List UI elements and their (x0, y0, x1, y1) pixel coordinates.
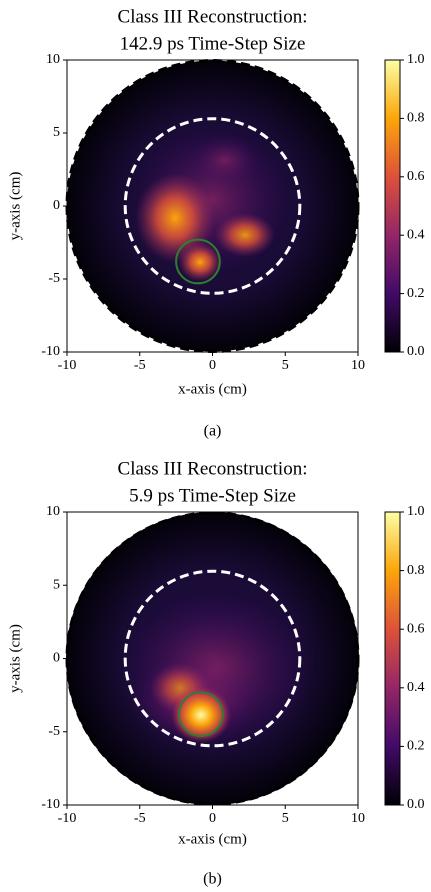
colorbar-tick-label: 0.0 (407, 797, 425, 812)
y-tick-label: -10 (41, 797, 60, 812)
x-tick-label: 0 (209, 811, 216, 826)
colorbar-tick-label: 0.8 (407, 563, 425, 578)
colorbar-tick-label: 0.4 (407, 680, 425, 695)
x-tick-label: 5 (282, 811, 289, 826)
caption: (a) (204, 423, 222, 440)
y-tick-label: -5 (48, 271, 60, 286)
colorbar-tick-label: 0.4 (407, 227, 425, 242)
colorbar-tick-label: 0.2 (407, 739, 425, 754)
chart-title: 142.9 ps Time-Step Size (120, 33, 306, 54)
x-tick-label: -5 (134, 811, 146, 826)
colorbar-tick-label: 0.6 (407, 169, 425, 184)
overlay-circle (123, 117, 302, 295)
x-tick-label: 5 (282, 358, 289, 373)
y-axis-label: y-axis (cm) (7, 172, 23, 241)
y-tick-label: 0 (53, 651, 60, 666)
y-tick-label: -10 (41, 344, 60, 359)
x-tick-label: 10 (351, 358, 365, 373)
overlay-circle (175, 238, 221, 285)
y-tick-label: 0 (53, 198, 60, 213)
heatmap-image (66, 512, 359, 805)
x-tick-label: 0 (209, 358, 216, 373)
colorbar-tick-label: 0.2 (407, 286, 425, 301)
colorbar-tick-label: 0.0 (407, 344, 425, 359)
y-tick-label: 10 (46, 504, 60, 519)
colorbar (384, 511, 401, 806)
x-tick-label: 10 (351, 811, 365, 826)
heatmap-image (67, 60, 358, 352)
chart-title: 5.9 ps Time-Step Size (129, 485, 296, 506)
colorbar-tick-label: 0.6 (407, 621, 425, 636)
y-tick-label: 5 (53, 125, 60, 140)
overlay-circle (123, 569, 302, 748)
chart-title: Class III Reconstruction: (118, 458, 308, 479)
chart-title: Class III Reconstruction: (118, 6, 308, 27)
y-tick-label: 5 (53, 577, 60, 592)
overlay-circle (178, 691, 224, 737)
x-tick-label: -10 (58, 811, 77, 826)
colorbar-tick-label: 1.0 (407, 52, 425, 67)
y-axis-label: y-axis (cm) (7, 624, 23, 693)
colorbar-tick-label: 0.8 (407, 111, 425, 126)
x-axis-label: x-axis (cm) (178, 831, 247, 847)
x-tick-label: -10 (58, 358, 77, 373)
x-axis-label: x-axis (cm) (178, 381, 247, 397)
y-tick-label: -5 (48, 724, 60, 739)
colorbar (384, 59, 401, 353)
x-tick-label: -5 (134, 358, 146, 373)
caption: (b) (203, 871, 222, 888)
colorbar-tick-label: 1.0 (407, 504, 425, 519)
y-tick-label: 10 (46, 52, 60, 67)
